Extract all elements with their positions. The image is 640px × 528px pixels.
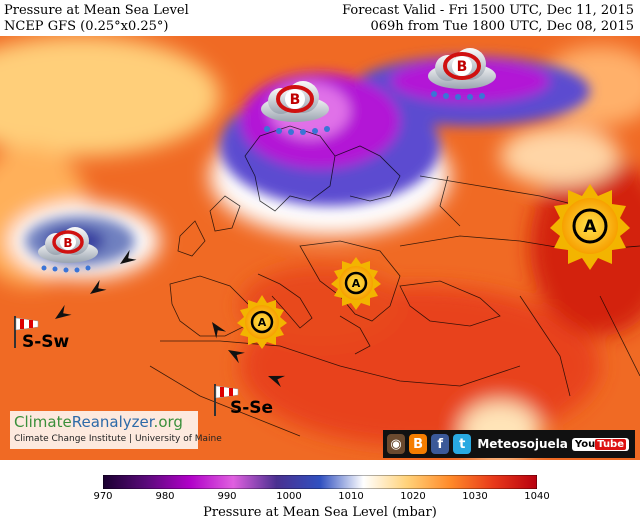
colorbar-tick-label: 1010 [338, 491, 364, 502]
high-pressure-icon: A [331, 257, 381, 310]
colorbar-tick-label: 970 [93, 491, 113, 502]
low-pressure-icon: B [428, 48, 496, 100]
wind-label-s-se: S-Se [230, 398, 274, 418]
model-name: NCEP GFS (0.25°x0.25°) [4, 19, 169, 34]
colorbar-tick-label: 980 [155, 491, 175, 502]
wind-arrow-icon [228, 350, 245, 364]
colorbar-tick-label: 1020 [400, 491, 426, 502]
youtube-icon[interactable]: You Tube [571, 437, 630, 451]
pressure-map: B B B A A A [0, 36, 640, 460]
wind-arrow-icon [212, 322, 227, 339]
svg-text:B: B [290, 92, 301, 108]
svg-text:B: B [63, 236, 72, 250]
colorbar-tick-label: 1040 [524, 491, 550, 502]
wind-arrows [55, 249, 286, 388]
wind-arrow-icon [120, 249, 137, 264]
pressure-colorbar [103, 475, 537, 489]
high-pressure-icon: A [237, 295, 287, 349]
map-title: Pressure at Mean Sea Level [4, 3, 189, 18]
logo-name-part3: .org [153, 413, 183, 431]
low-pressure-icon: B [261, 81, 330, 135]
climate-reanalyzer-logo: ClimateReanalyzer.org Climate Change Ins… [10, 411, 222, 449]
svg-text:B: B [457, 59, 468, 75]
logo-name-part1: Climate [14, 413, 72, 431]
svg-text:A: A [583, 217, 597, 237]
svg-text:A: A [258, 316, 267, 329]
windsock-icon [14, 316, 39, 348]
wind-arrow-icon [90, 279, 107, 294]
twitter-icon[interactable]: t [453, 434, 472, 454]
high-pressure-icon: A [550, 184, 630, 270]
forecast-run-time: 069h from Tue 1800 UTC, Dec 08, 2015 [370, 19, 634, 34]
social-bar: ◉ B f t Meteosojuela You Tube [383, 430, 635, 458]
blogger-icon[interactable]: B [409, 434, 428, 454]
logo-subtitle: Climate Change Institute | University of… [14, 434, 222, 444]
colorbar-tick-label: 1030 [462, 491, 488, 502]
colorbar-label: Pressure at Mean Sea Level (mbar) [203, 505, 437, 520]
windsock-icon [214, 384, 239, 416]
forecast-valid-time: Forecast Valid - Fri 1500 UTC, Dec 11, 2… [342, 3, 634, 18]
colorbar-tick-label: 1000 [276, 491, 302, 502]
low-pressure-icon: B [38, 227, 98, 273]
svg-text:A: A [352, 277, 361, 290]
wind-arrow-icon [55, 304, 72, 319]
brand-name: Meteosojuela [477, 437, 568, 451]
wind-arrow-icon [268, 375, 286, 388]
logo-name-part2: Reanalyzer [71, 413, 154, 431]
instagram-icon[interactable]: ◉ [387, 434, 406, 454]
wind-label-s-sw: S-Sw [22, 332, 70, 352]
facebook-icon[interactable]: f [431, 434, 450, 454]
colorbar-tick-label: 990 [217, 491, 237, 502]
